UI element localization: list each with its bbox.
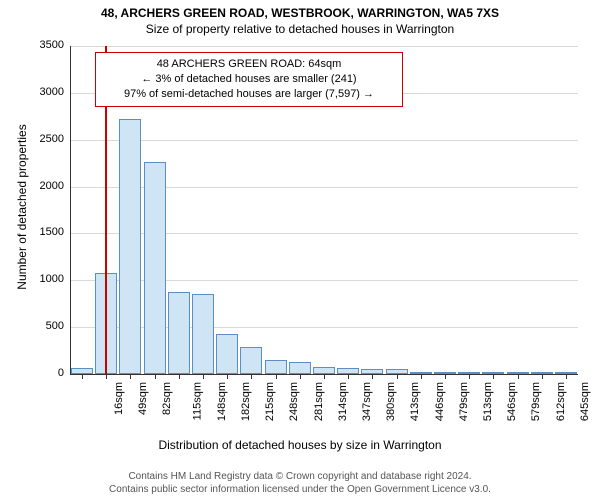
bar xyxy=(144,162,166,374)
x-tick xyxy=(130,374,131,379)
x-tick-label: 513sqm xyxy=(482,382,494,421)
x-axis-label: Distribution of detached houses by size … xyxy=(0,438,600,452)
x-tick-label: 115sqm xyxy=(191,382,203,420)
x-tick xyxy=(445,374,446,379)
x-tick xyxy=(251,374,252,379)
x-tick xyxy=(203,374,204,379)
bar xyxy=(240,347,262,374)
x-tick xyxy=(324,374,325,379)
y-tick-label: 3000 xyxy=(28,86,64,98)
bar xyxy=(119,119,141,374)
x-tick-label: 281sqm xyxy=(313,382,325,421)
x-tick-label: 148sqm xyxy=(216,382,228,421)
x-tick-label: 215sqm xyxy=(264,382,276,421)
x-tick xyxy=(227,374,228,379)
bar xyxy=(168,292,190,374)
subtitle: Size of property relative to detached ho… xyxy=(0,20,600,36)
y-tick-label: 3500 xyxy=(28,39,64,51)
x-tick xyxy=(566,374,567,379)
bar xyxy=(289,362,311,374)
x-tick-label: 546sqm xyxy=(506,382,518,421)
y-tick-label: 1500 xyxy=(28,226,64,238)
x-tick xyxy=(469,374,470,379)
grid-line xyxy=(70,140,578,141)
y-axis xyxy=(70,46,71,374)
x-tick xyxy=(421,374,422,379)
x-tick-label: 645sqm xyxy=(579,382,591,421)
x-tick xyxy=(493,374,494,379)
x-tick-label: 248sqm xyxy=(289,382,301,421)
x-tick xyxy=(542,374,543,379)
x-tick xyxy=(300,374,301,379)
grid-line xyxy=(70,46,578,47)
x-tick-label: 16sqm xyxy=(113,382,125,415)
x-tick-label: 446sqm xyxy=(434,382,446,421)
annotation-line-3: 97% of semi-detached houses are larger (… xyxy=(104,87,394,102)
chart-container: 48, ARCHERS GREEN ROAD, WESTBROOK, WARRI… xyxy=(0,0,600,500)
x-tick xyxy=(276,374,277,379)
bar xyxy=(192,294,214,374)
y-tick-label: 500 xyxy=(28,320,64,332)
y-tick-label: 0 xyxy=(28,367,64,379)
y-axis-label: Number of detached properties xyxy=(15,107,29,307)
x-tick xyxy=(82,374,83,379)
bar xyxy=(313,367,335,374)
x-tick xyxy=(155,374,156,379)
annotation-box: 48 ARCHERS GREEN ROAD: 64sqm ← 3% of det… xyxy=(95,52,403,107)
bar xyxy=(216,334,238,374)
footer-line-2: Contains public sector information licen… xyxy=(0,483,600,496)
x-tick xyxy=(179,374,180,379)
x-tick-label: 413sqm xyxy=(410,382,422,421)
annotation-line-2: ← 3% of detached houses are smaller (241… xyxy=(104,72,394,87)
x-tick-label: 82sqm xyxy=(162,382,174,415)
y-tick-label: 2500 xyxy=(28,133,64,145)
y-tick-label: 1000 xyxy=(28,273,64,285)
address-title: 48, ARCHERS GREEN ROAD, WESTBROOK, WARRI… xyxy=(0,0,600,20)
annotation-line-1: 48 ARCHERS GREEN ROAD: 64sqm xyxy=(104,57,394,72)
y-tick-label: 2000 xyxy=(28,180,64,192)
x-tick-label: 479sqm xyxy=(458,382,470,421)
x-tick xyxy=(348,374,349,379)
x-tick xyxy=(106,374,107,379)
x-tick-label: 579sqm xyxy=(530,382,542,421)
x-tick-label: 380sqm xyxy=(385,382,397,421)
x-tick-label: 49sqm xyxy=(137,382,149,415)
x-tick-label: 182sqm xyxy=(240,382,252,421)
x-tick-label: 314sqm xyxy=(337,382,349,421)
x-tick-label: 347sqm xyxy=(361,382,373,421)
footer: Contains HM Land Registry data © Crown c… xyxy=(0,470,600,496)
bar xyxy=(265,360,287,374)
footer-line-1: Contains HM Land Registry data © Crown c… xyxy=(0,470,600,483)
x-tick-label: 612sqm xyxy=(555,382,567,421)
x-tick xyxy=(397,374,398,379)
x-tick xyxy=(518,374,519,379)
x-tick xyxy=(372,374,373,379)
